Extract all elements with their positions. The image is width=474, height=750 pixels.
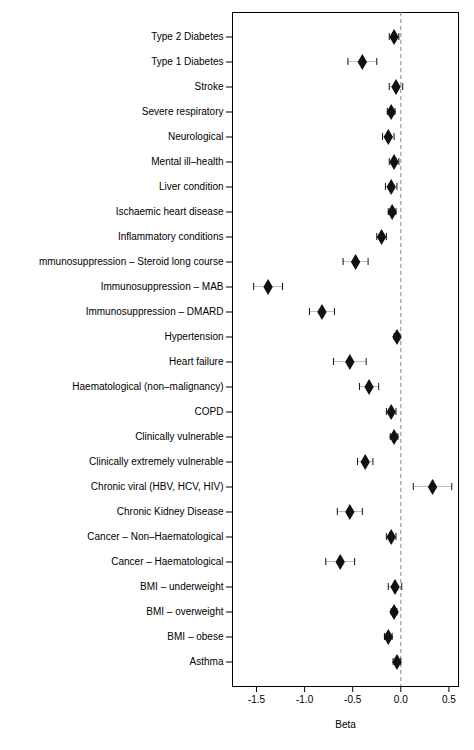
svg-text:Chronic viral (HBV, HCV, HIV): Chronic viral (HBV, HCV, HIV) [91,481,224,492]
svg-text:Inflammatory conditions: Inflammatory conditions [118,231,224,242]
svg-text:Neurological: Neurological [168,131,224,142]
svg-text:Beta: Beta [335,719,356,730]
svg-text:mmunosuppression – Steroid lon: mmunosuppression – Steroid long course [39,256,224,267]
svg-text:Heart failure: Heart failure [169,356,224,367]
svg-text:-1.0: -1.0 [296,694,314,705]
svg-text:Mental ill–health: Mental ill–health [151,156,223,167]
svg-text:Cancer – Haematological: Cancer – Haematological [111,556,223,567]
svg-text:Clinically extremely vulnerabl: Clinically extremely vulnerable [89,456,224,467]
svg-text:-1.5: -1.5 [248,694,266,705]
svg-text:COPD: COPD [195,406,224,417]
svg-text:Clinically vulnerable: Clinically vulnerable [135,431,224,442]
svg-text:Immunosuppression – MAB: Immunosuppression – MAB [101,281,224,292]
svg-text:Haematological (non–malignancy: Haematological (non–malignancy) [72,381,223,392]
svg-text:Stroke: Stroke [195,81,224,92]
svg-text:Ischaemic heart disease: Ischaemic heart disease [116,206,224,217]
svg-text:BMI – overweight: BMI – overweight [146,606,223,617]
svg-text:Type 2 Diabetes: Type 2 Diabetes [151,31,223,42]
svg-text:BMI – obese: BMI – obese [167,631,224,642]
svg-text:Hypertension: Hypertension [165,331,224,342]
svg-text:BMI – underweight: BMI – underweight [140,581,224,592]
svg-text:Type 1 Diabetes: Type 1 Diabetes [151,56,223,67]
svg-text:0.5: 0.5 [442,694,456,705]
svg-text:Chronic Kidney Disease: Chronic Kidney Disease [117,506,224,517]
svg-text:-0.5: -0.5 [344,694,362,705]
svg-text:0.0: 0.0 [394,694,408,705]
svg-text:Severe respiratory: Severe respiratory [142,106,224,117]
svg-text:Liver condition: Liver condition [159,181,223,192]
svg-text:Cancer – Non–Haematological: Cancer – Non–Haematological [87,531,223,542]
svg-text:Immunosuppression – DMARD: Immunosuppression – DMARD [86,306,224,317]
svg-text:Asthma: Asthma [190,656,224,667]
